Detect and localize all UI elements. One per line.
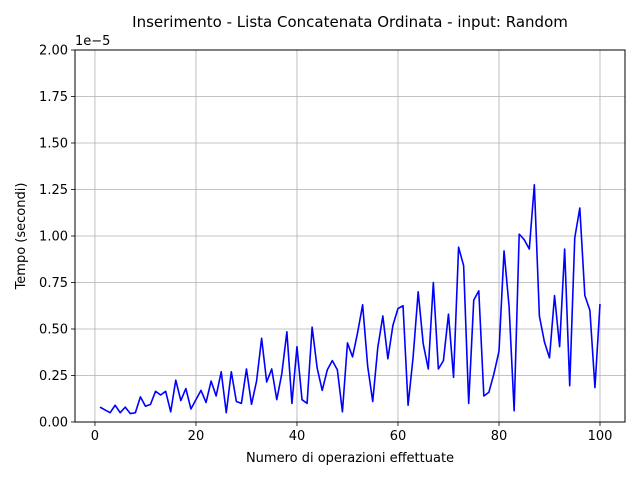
y-axis-ticks: 0.00 0.25 0.50 0.75 1.00 1.25 1.50 1.75 2.00 — [39, 44, 75, 431]
x-tick-label: 100 — [588, 429, 613, 444]
chart-title: Inserimento - Lista Concatenata Ordinata… — [132, 13, 568, 31]
grid-lines — [75, 49, 625, 423]
y-tick-label: 0.75 — [39, 276, 68, 291]
y-tick-label: 0.25 — [39, 369, 68, 384]
x-axis-ticks: 0 20 40 60 80 100 — [91, 422, 613, 444]
y-tick-label: 2.00 — [39, 44, 68, 59]
x-tick-label: 60 — [390, 429, 407, 444]
x-tick-label: 80 — [491, 429, 508, 444]
y-tick-label: 1.25 — [39, 183, 68, 198]
y-tick-label: 0.00 — [39, 416, 68, 431]
y-scale-label: 1e−5 — [75, 34, 110, 49]
y-tick-label: 0.50 — [39, 323, 68, 338]
y-axis-label: Tempo (secondi) — [14, 183, 29, 291]
y-tick-label: 1.00 — [39, 230, 68, 245]
y-tick-label: 1.75 — [39, 90, 68, 105]
y-tick-label: 1.50 — [39, 137, 68, 152]
series-line — [99, 184, 601, 415]
series-line-group — [99, 184, 601, 415]
x-tick-label: 0 — [91, 429, 99, 444]
x-tick-label: 20 — [188, 429, 205, 444]
x-axis-label: Numero di operazioni effettuate — [246, 451, 454, 466]
x-tick-label: 40 — [289, 429, 306, 444]
